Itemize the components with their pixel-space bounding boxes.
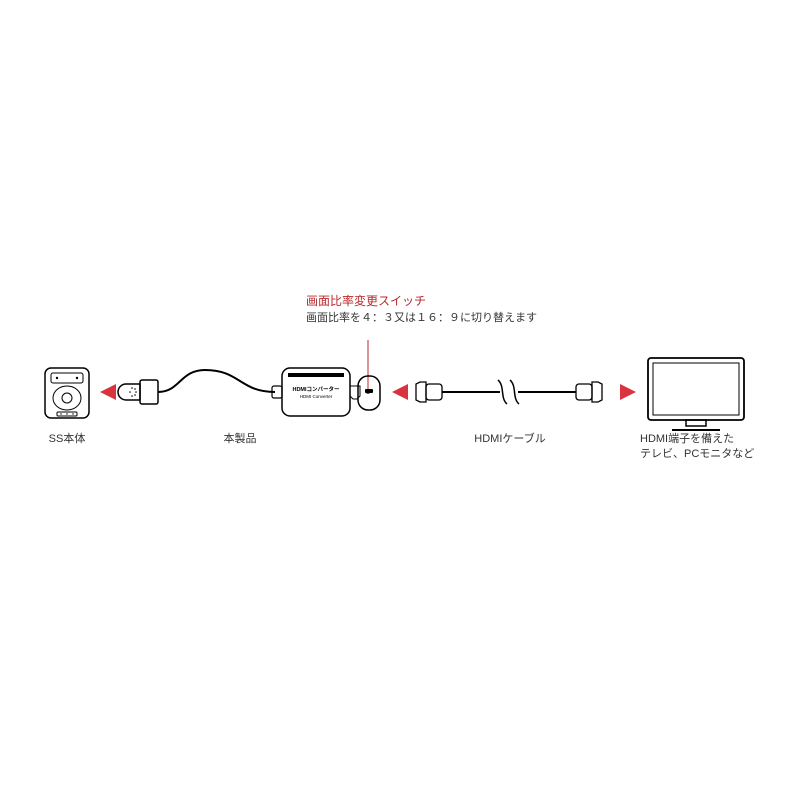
product-icon: HDMIコンバーター HDMI Converter — [118, 368, 360, 416]
hdmi-cable-icon — [416, 380, 602, 404]
svg-text:HDMIコンバーター: HDMIコンバーター — [292, 385, 340, 393]
arrow-2 — [392, 384, 408, 400]
arrow-1 — [100, 384, 116, 400]
svg-text:HDMI Converter: HDMI Converter — [300, 394, 333, 399]
ss-console-icon — [45, 368, 89, 418]
console-label: SS本体 — [45, 432, 89, 447]
switch-title: 画面比率変更スイッチ — [306, 292, 537, 309]
switch-desc: 画面比率を４：３又は１６：９に切り替えます — [306, 309, 537, 325]
diagram-svg: HDMIコンバーター HDMI Converter — [0, 340, 800, 500]
converter-side-icon — [358, 376, 380, 410]
tv-icon — [648, 358, 744, 430]
tv-label: HDMI端子を備えた テレビ、PCモニタなど — [640, 432, 760, 463]
switch-annotation: 画面比率変更スイッチ 画面比率を４：３又は１６：９に切り替えます — [306, 292, 537, 325]
product-label: 本製品 — [200, 432, 280, 447]
cable-label: HDMIケーブル — [460, 432, 560, 447]
arrow-3 — [620, 384, 636, 400]
connection-diagram: 画面比率変更スイッチ 画面比率を４：３又は１６：９に切り替えます — [0, 340, 800, 540]
